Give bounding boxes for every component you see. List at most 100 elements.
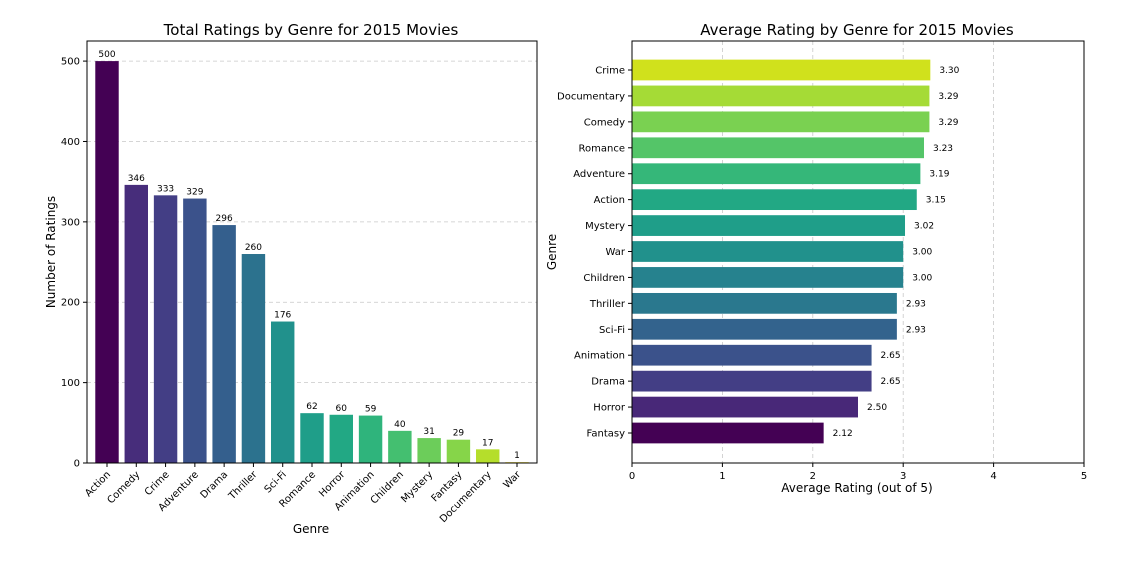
y-tick-label: Crime bbox=[595, 66, 625, 77]
x-tick-label: Comedy bbox=[105, 469, 142, 506]
x-tick-label: Documentary bbox=[438, 469, 494, 525]
bar-value-label: 296 bbox=[216, 214, 233, 224]
bar-thriller bbox=[241, 254, 266, 463]
x-tick-label: Sci-Fi bbox=[263, 469, 289, 495]
y-axis-ticks: Crime Documentary Comedy Romance Adventure Ac… bbox=[557, 66, 632, 440]
y-tick-label: Drama bbox=[591, 377, 625, 388]
bar-value-label: 3.15 bbox=[926, 196, 946, 206]
bar-documentary bbox=[632, 85, 930, 107]
bar-drama bbox=[212, 225, 236, 463]
x-tick-label: 0 bbox=[629, 471, 635, 482]
bar-value-labels: 500 346 333 329 296 260 176 62 60 59 40 31 29 17 1 bbox=[98, 50, 519, 461]
y-tick-label: 400 bbox=[61, 137, 80, 148]
y-tick-label: 300 bbox=[61, 217, 80, 228]
y-tick-label: Sci-Fi bbox=[599, 325, 625, 336]
bar-mystery bbox=[632, 215, 906, 236]
bar-value-label: 3.02 bbox=[914, 222, 934, 232]
bar-value-label: 62 bbox=[306, 402, 317, 412]
bar-adventure bbox=[183, 198, 207, 463]
x-axis-ticks: 0 1 2 3 4 5 bbox=[629, 463, 1087, 482]
x-tick-label: Mystery bbox=[399, 469, 435, 505]
bar-fantasy bbox=[632, 422, 824, 444]
bar-sci-fi bbox=[271, 321, 295, 463]
bar-war bbox=[632, 241, 904, 262]
bar-children bbox=[632, 267, 904, 288]
y-tick-label: Documentary bbox=[557, 91, 625, 102]
bar-value-label: 3.00 bbox=[912, 273, 932, 283]
y-tick-label: Animation bbox=[574, 351, 625, 362]
y-tick-label: Mystery bbox=[585, 221, 625, 232]
y-axis-ticks: 0 100 200 300 400 500 bbox=[61, 57, 87, 470]
bar-value-label: 2.65 bbox=[881, 377, 901, 387]
x-tick-label: Thriller bbox=[226, 469, 260, 503]
x-tick-label: 1 bbox=[719, 471, 725, 482]
average-rating-chart: Average Rating by Genre for 2015 Movies … bbox=[545, 21, 1087, 495]
bars bbox=[95, 61, 529, 464]
x-tick-label: 3 bbox=[900, 471, 906, 482]
bar-value-label: 346 bbox=[128, 174, 145, 184]
x-axis-label: Genre bbox=[293, 522, 329, 536]
y-axis-label: Number of Ratings bbox=[44, 196, 58, 308]
y-tick-label: War bbox=[606, 247, 626, 258]
y-tick-label: 200 bbox=[61, 298, 80, 309]
bar-value-label: 3.19 bbox=[929, 170, 949, 180]
x-tick-label: Drama bbox=[199, 469, 231, 501]
bar-value-label: 3.29 bbox=[938, 118, 958, 128]
bar-value-labels: 3.30 3.29 3.29 3.23 3.19 3.15 3.02 3.00 3.00 2.93… bbox=[833, 66, 960, 439]
bar-value-label: 17 bbox=[482, 438, 493, 448]
bar-animation bbox=[632, 344, 872, 366]
bar-value-label: 333 bbox=[157, 184, 174, 194]
y-tick-label: 0 bbox=[74, 459, 80, 470]
bar-value-label: 3.29 bbox=[938, 92, 958, 102]
x-tick-label: 4 bbox=[990, 471, 996, 482]
bar-adventure bbox=[632, 163, 921, 185]
chart-title: Total Ratings by Genre for 2015 Movies bbox=[163, 21, 459, 39]
y-tick-label: 100 bbox=[61, 378, 80, 389]
bar-documentary bbox=[476, 449, 500, 463]
bar-value-label: 60 bbox=[336, 404, 348, 414]
y-tick-label: Horror bbox=[593, 403, 626, 414]
y-tick-label: Thriller bbox=[589, 299, 626, 310]
bar-romance bbox=[300, 413, 324, 463]
y-tick-label: Fantasy bbox=[587, 429, 626, 440]
bar-romance bbox=[632, 137, 924, 159]
bar-horror bbox=[632, 396, 858, 418]
bars bbox=[632, 59, 931, 444]
bar-value-label: 3.00 bbox=[912, 248, 932, 258]
bar-value-label: 40 bbox=[394, 420, 406, 430]
bar-value-label: 329 bbox=[186, 188, 203, 198]
bar-value-label: 2.93 bbox=[906, 325, 926, 335]
bar-value-label: 500 bbox=[98, 50, 115, 60]
bar-value-label: 29 bbox=[453, 429, 465, 439]
bar-fantasy bbox=[446, 439, 471, 463]
bar-value-label: 3.23 bbox=[933, 144, 953, 154]
bar-action bbox=[632, 189, 917, 211]
chart-title: Average Rating by Genre for 2015 Movies bbox=[700, 21, 1014, 39]
bar-animation bbox=[358, 415, 383, 463]
bar-value-label: 3.30 bbox=[939, 66, 959, 76]
bar-children bbox=[388, 430, 412, 463]
bar-value-label: 2.12 bbox=[833, 429, 853, 439]
bar-thriller bbox=[632, 292, 897, 314]
bar-horror bbox=[329, 414, 353, 463]
y-tick-label: Romance bbox=[579, 143, 625, 154]
bar-value-label: 2.93 bbox=[906, 299, 926, 309]
bar-comedy bbox=[632, 111, 930, 133]
bar-comedy bbox=[124, 184, 148, 464]
x-axis-label: Average Rating (out of 5) bbox=[781, 481, 932, 495]
x-tick-label: War bbox=[502, 469, 524, 491]
y-tick-label: 500 bbox=[61, 57, 80, 68]
bar-value-label: 2.50 bbox=[867, 403, 887, 413]
bar-crime bbox=[632, 59, 931, 81]
bar-value-label: 260 bbox=[245, 243, 262, 253]
x-tick-label: 5 bbox=[1081, 471, 1087, 482]
bar-crime bbox=[153, 195, 178, 463]
y-tick-label: Comedy bbox=[584, 117, 625, 128]
y-axis-label: Genre bbox=[545, 234, 559, 270]
bar-value-label: 59 bbox=[365, 405, 377, 415]
bar-value-label: 2.65 bbox=[881, 351, 901, 361]
bar-mystery bbox=[417, 438, 441, 463]
bar-sci-fi bbox=[632, 318, 897, 340]
